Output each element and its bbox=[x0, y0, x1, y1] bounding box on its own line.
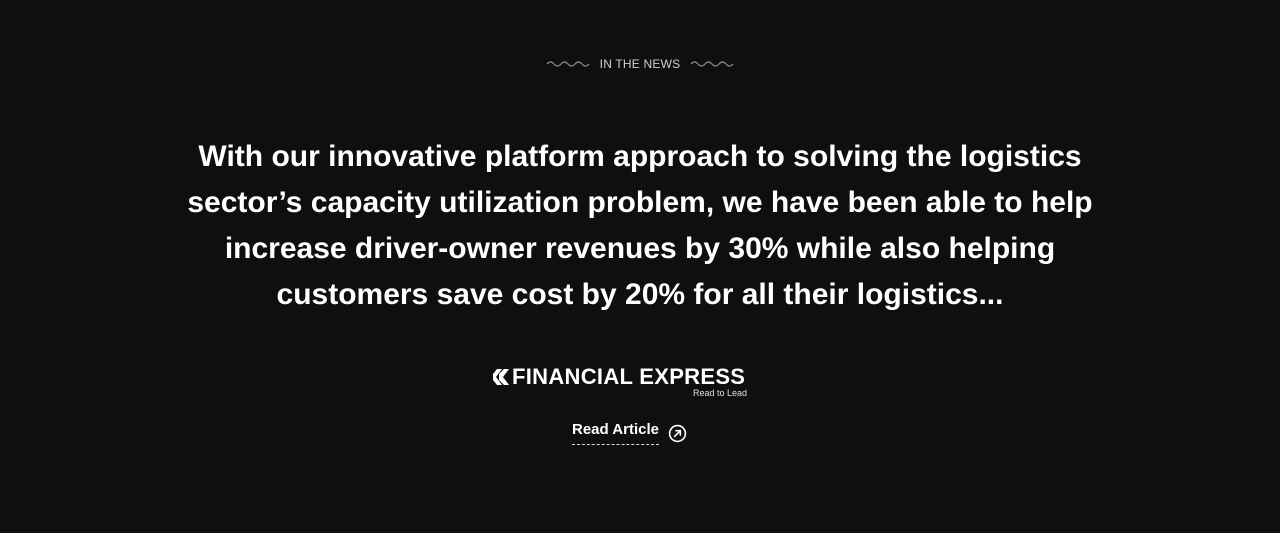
logo-name: FINANCIAL EXPRESS bbox=[512, 364, 746, 389]
wave-left-icon bbox=[546, 61, 590, 67]
financial-express-logo: FINANCIAL EXPRESS Read to Lead bbox=[490, 364, 750, 400]
read-article-link[interactable]: Read Article bbox=[572, 420, 687, 445]
logo-tagline: Read to Lead bbox=[692, 388, 747, 398]
financial-express-mark-icon bbox=[493, 369, 509, 385]
wave-right-icon bbox=[690, 61, 734, 67]
news-quote: With our innovative platform approach to… bbox=[187, 140, 1093, 311]
read-article-label: Read Article bbox=[572, 420, 659, 445]
arrow-up-right-circle-icon bbox=[668, 424, 687, 443]
section-eyebrow: IN THE NEWS bbox=[0, 56, 1280, 72]
eyebrow-label: IN THE NEWS bbox=[599, 57, 681, 71]
